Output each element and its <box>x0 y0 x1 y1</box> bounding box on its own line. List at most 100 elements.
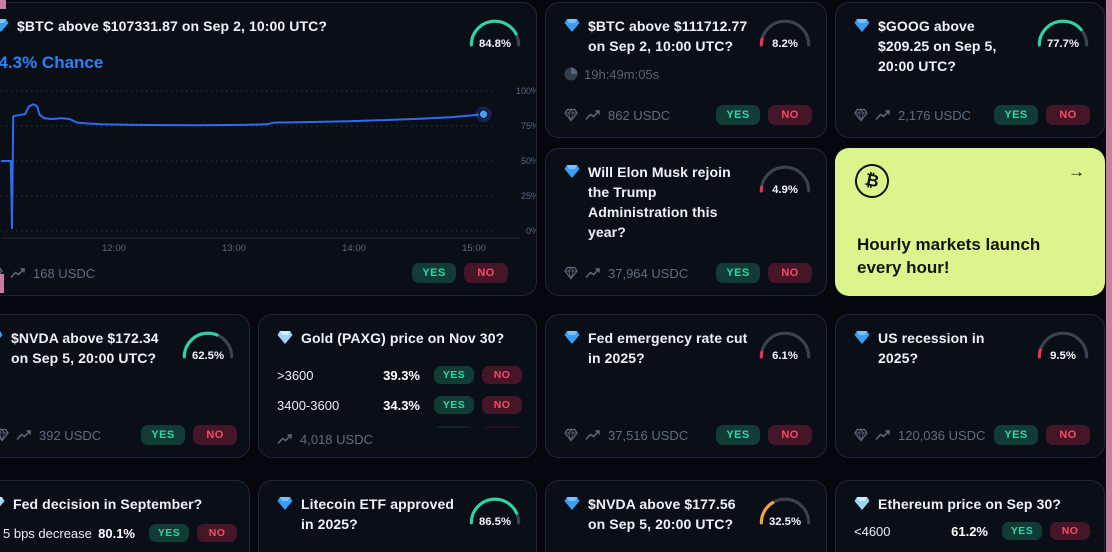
option-row: <4600 61.2% YES NO <box>854 517 1090 545</box>
yes-button[interactable]: YES <box>994 425 1038 445</box>
trending-up-icon <box>875 109 891 122</box>
yes-button[interactable]: YES <box>141 425 185 445</box>
probability-gauge: 8.2% <box>756 15 814 50</box>
market-card-btc-111712[interactable]: $BTC above $111712.77 on Sep 2, 10:00 UT… <box>545 2 827 138</box>
market-card-goog[interactable]: $GOOG above $209.25 on Sep 5, 20:00 UTC?… <box>835 2 1105 138</box>
yes-button[interactable]: YES <box>994 105 1038 125</box>
no-button[interactable]: NO <box>768 263 812 283</box>
svg-text:32.5%: 32.5% <box>769 516 801 528</box>
no-button[interactable]: NO <box>1046 425 1090 445</box>
market-card-fed-emergency[interactable]: Fed emergency rate cut in 2025? 6.1% 37,… <box>545 314 827 458</box>
svg-text:84.8%: 84.8% <box>479 38 511 50</box>
market-title: Litecoin ETF approved in 2025? <box>301 496 455 532</box>
no-button[interactable]: NO <box>482 396 522 414</box>
svg-text:86.5%: 86.5% <box>479 516 511 528</box>
market-title: $NVDA above $177.56 on Sep 5, 20:00 UTC? <box>588 496 736 532</box>
svg-text:8.2%: 8.2% <box>772 38 798 50</box>
no-button[interactable]: NO <box>1046 105 1090 125</box>
yes-button[interactable]: YES <box>434 366 474 384</box>
page-edge-accent <box>0 0 6 9</box>
yes-button[interactable]: YES <box>149 524 189 542</box>
option-probability: 34.3% <box>383 397 420 413</box>
market-card-nvda-177[interactable]: $NVDA above $177.56 on Sep 5, 20:00 UTC?… <box>545 480 827 552</box>
no-button[interactable]: NO <box>768 105 812 125</box>
market-card-nvda-172[interactable]: $NVDA above $172.34 on Sep 5, 20:00 UTC?… <box>0 314 250 458</box>
svg-text:50%: 50% <box>521 156 537 166</box>
probability-chart: 100% 75% 50% 25% 0% 12:00 13:00 14:00 15:00 <box>0 86 537 259</box>
market-title: US recession in 2025? <box>878 330 985 366</box>
market-card-ethereum[interactable]: Ethereum price on Sep 30? <4600 61.2% YE… <box>835 480 1105 552</box>
option-probability: 61.2% <box>951 523 988 539</box>
option-probability: 39.3% <box>383 367 420 383</box>
option-label: <4600 <box>854 523 891 539</box>
no-button[interactable]: NO <box>197 524 237 542</box>
yes-button[interactable]: YES <box>434 396 474 414</box>
no-button[interactable]: NO <box>768 425 812 445</box>
gem-icon <box>564 18 580 33</box>
volume-label: 2,176 USDC <box>898 107 971 123</box>
gem-icon <box>564 164 580 179</box>
gem-outline-icon <box>564 266 578 280</box>
option-label: >3600 <box>277 367 314 383</box>
market-card-btc-107331[interactable]: $BTC above $107331.87 on Sep 2, 10:00 UT… <box>0 2 537 296</box>
yes-button[interactable]: YES <box>716 263 760 283</box>
market-title: Fed decision in September? <box>13 496 203 512</box>
probability-gauge: 4.9% <box>756 161 814 196</box>
yes-button[interactable]: YES <box>716 425 760 445</box>
page-edge-accent <box>0 274 4 293</box>
market-title: $BTC above $107331.87 on Sep 2, 10:00 UT… <box>17 18 327 34</box>
option-row: 3400-3600 34.3% YES NO <box>277 391 522 419</box>
gem-outline-icon <box>564 428 578 442</box>
no-button[interactable]: NO <box>1050 522 1090 540</box>
gem-icon <box>277 496 293 511</box>
countdown-timer: 19h:49m:05s <box>584 66 660 82</box>
market-card-litecoin-etf[interactable]: Litecoin ETF approved in 2025? 86.5% <box>258 480 537 552</box>
volume-label: 862 USDC <box>608 107 671 123</box>
trending-up-icon <box>585 267 601 280</box>
svg-text:77.7%: 77.7% <box>1047 38 1079 50</box>
market-title: Fed emergency rate cut in 2025? <box>588 330 748 366</box>
probability-gauge: 84.8% <box>466 15 524 50</box>
market-card-gold-paxg[interactable]: Gold (PAXG) price on Nov 30? >3600 39.3%… <box>258 314 537 458</box>
svg-text:25%: 25% <box>521 191 537 201</box>
option-row: YES NO <box>854 547 1090 552</box>
svg-text:15:00: 15:00 <box>462 243 486 254</box>
no-button[interactable]: NO <box>193 425 237 445</box>
hourly-markets-promo-card[interactable]: ₿ → Hourly markets launch every hour! <box>835 148 1105 296</box>
yes-button[interactable]: YES <box>716 105 760 125</box>
option-probability: 80.1% <box>98 525 135 541</box>
option-label: 5 bps decrease <box>3 525 92 541</box>
gem-icon <box>564 330 580 345</box>
no-button[interactable]: NO <box>482 366 522 384</box>
no-button[interactable]: NO <box>464 263 508 283</box>
gem-icon <box>854 330 870 345</box>
market-card-elon-musk[interactable]: Will Elon Musk rejoin the Trump Administ… <box>545 148 827 296</box>
market-title: Gold (PAXG) price on Nov 30? <box>301 330 505 346</box>
yes-button[interactable]: YES <box>412 263 456 283</box>
page-edge-accent <box>1106 0 1112 552</box>
gem-light-icon <box>0 496 5 511</box>
volume-label: 120,036 USDC <box>898 427 986 443</box>
gem-icon <box>854 18 870 33</box>
market-title: $NVDA above $172.34 on Sep 5, 20:00 UTC? <box>11 330 159 366</box>
svg-text:9.5%: 9.5% <box>1050 350 1076 362</box>
arrow-right-icon: → <box>1068 162 1085 181</box>
promo-text: Hourly markets launch every hour! <box>857 235 1041 278</box>
svg-text:0%: 0% <box>526 226 537 236</box>
trending-up-icon <box>277 433 293 446</box>
market-card-fed-decision[interactable]: Fed decision in September? 5 bps decreas… <box>0 480 250 552</box>
gem-outline-icon <box>854 428 868 442</box>
probability-gauge: 6.1% <box>756 327 814 362</box>
probability-gauge: 32.5% <box>756 493 814 528</box>
option-row: >3600 39.3% YES NO <box>277 361 522 389</box>
market-card-us-recession[interactable]: US recession in 2025? 9.5% 120,036 USDC … <box>835 314 1105 458</box>
trending-up-icon <box>10 267 26 280</box>
volume-label: 392 USDC <box>39 427 102 443</box>
probability-gauge: 86.5% <box>466 493 524 528</box>
option-label: 3400-3600 <box>277 397 340 413</box>
yes-button[interactable]: YES <box>1002 522 1042 540</box>
svg-text:12:00: 12:00 <box>102 243 126 254</box>
svg-text:62.5%: 62.5% <box>192 350 224 362</box>
gem-icon <box>564 496 580 511</box>
trending-up-icon <box>585 429 601 442</box>
